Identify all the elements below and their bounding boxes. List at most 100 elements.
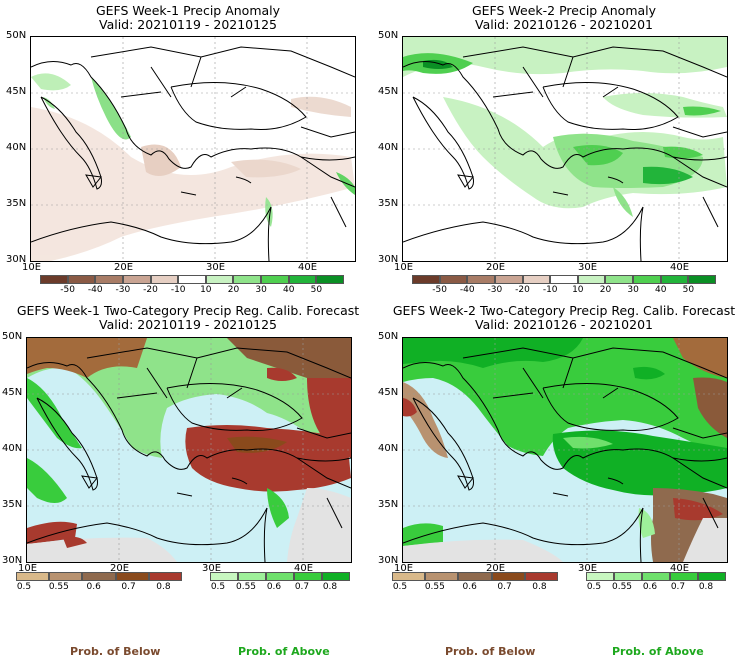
panel-valid-dates: Valid: 20210119 - 20210125 <box>98 17 277 32</box>
lat-tick: 45N <box>2 387 23 398</box>
above-colorbar: 0.5 0.55 0.6 0.7 0.8 <box>586 572 726 596</box>
panel-title: GEFS Week-2 Two-Category Precip Reg. Cal… <box>392 303 736 318</box>
colorbar-swatch <box>660 275 689 284</box>
colorbar-tick-label: -40 <box>459 285 475 295</box>
colorbar-swatch <box>49 572 83 581</box>
lat-tick: 45N <box>378 86 399 97</box>
colorbar-tick-label: 0.55 <box>424 582 445 592</box>
panel-title: GEFS Week-2 Precip Anomaly <box>471 3 657 18</box>
colorbar-tick-label: -50 <box>432 285 447 295</box>
colorbar-tick-label: 30 <box>627 285 639 295</box>
colorbar-tick-label: 30 <box>255 285 267 295</box>
colorbar-swatch <box>577 275 606 284</box>
colorbar-swatch <box>322 572 350 581</box>
colorbar-swatch <box>233 275 262 284</box>
lon-tick: 20E <box>110 563 130 574</box>
panel-title: GEFS Week-1 Two-Category Precip Reg. Cal… <box>16 303 360 318</box>
gridlines <box>403 37 727 261</box>
colorbar-tick-label: -10 <box>542 285 558 295</box>
lat-tick: 30N <box>2 555 23 566</box>
prob-below-label: Prob. of Below <box>70 645 161 658</box>
below-colorbar: 0.5 0.55 0.6 0.7 0.8 <box>392 572 558 596</box>
colorbar-swatch <box>178 275 206 284</box>
lon-tick: 10E <box>394 563 414 574</box>
lat-tick: 50N <box>378 30 399 41</box>
lon-tick: 20E <box>486 262 506 273</box>
colorbar-swatch <box>392 572 426 581</box>
colorbar-tick-label: 0.6 <box>86 582 101 592</box>
colorbar-tick-label: 20 <box>599 285 612 295</box>
panel-valid-dates: Valid: 20210126 - 20210201 <box>474 17 653 32</box>
colorbar-swatch <box>439 275 468 284</box>
lat-tick: 35N <box>2 499 23 510</box>
colorbar-tick-label: -20 <box>515 285 530 295</box>
prob-above-label: Prob. of Above <box>612 645 704 658</box>
precip-anomaly-shading <box>403 37 727 217</box>
colorbar-tick-label: 0.7 <box>670 582 686 592</box>
panel-week2-two-category: GEFS Week-2 Two-Category Precip Reg. Cal… <box>376 300 752 600</box>
lon-tick: 40E <box>298 262 318 273</box>
lat-tick: 40N <box>378 443 399 454</box>
colorbar-swatch <box>458 572 492 581</box>
colorbar-tick-label: -40 <box>87 285 103 295</box>
colorbar-swatch <box>288 275 317 284</box>
colorbar-tick-label: 40 <box>654 285 667 295</box>
colorbar-swatch <box>122 275 151 284</box>
colorbar-swatch <box>261 275 289 284</box>
colorbar-tick-label: 0.55 <box>48 582 69 592</box>
panel-valid-dates: Valid: 20210119 - 20210125 <box>98 317 277 332</box>
colorbar-tick-label: 0.5 <box>16 582 32 592</box>
colorbar-tick-label: -10 <box>170 285 186 295</box>
lat-tick: 50N <box>6 30 27 41</box>
anomaly-colorbar: -50 -40 -30 -20 -10 10 20 30 40 50 <box>412 275 716 297</box>
gridlines <box>27 338 351 562</box>
colorbar-swatch <box>494 275 523 284</box>
colorbar-swatch <box>698 572 726 581</box>
colorbar-swatch <box>642 572 670 581</box>
colorbar-swatch <box>150 275 179 284</box>
lat-tick: 50N <box>378 331 399 342</box>
panel-title: GEFS Week-1 Precip Anomaly <box>95 3 281 18</box>
colorbar-tick-label: -50 <box>60 285 75 295</box>
lat-tick: 35N <box>6 198 27 209</box>
colorbar-tick-label: 0.8 <box>156 582 171 592</box>
land-probability-shading <box>403 338 727 562</box>
colorbar-tick-label: 0.8 <box>698 582 714 592</box>
above-colorbar: 0.5 0.55 0.6 0.7 0.8 <box>210 572 350 596</box>
land-probability-shading <box>27 338 351 562</box>
anomaly-map <box>30 36 356 262</box>
colorbar-swatch <box>522 275 551 284</box>
lon-tick: 20E <box>114 262 134 273</box>
lon-tick: 40E <box>294 563 314 574</box>
colorbar-tick-label: 0.7 <box>497 582 512 592</box>
lon-tick: 40E <box>670 262 690 273</box>
colorbar-swatch <box>524 572 558 581</box>
lon-tick: 30E <box>578 262 598 273</box>
colorbar-swatch <box>412 275 440 284</box>
colorbar-tick-label: 0.7 <box>121 582 136 592</box>
gridlines <box>31 37 355 261</box>
colorbar-swatch <box>633 275 661 284</box>
lon-tick: 20E <box>486 563 506 574</box>
colorbar-tick-label: 0.6 <box>462 582 477 592</box>
colorbar-swatch <box>115 572 149 581</box>
colorbar-swatch <box>16 572 50 581</box>
colorbar-tick-label: 0.6 <box>266 582 282 592</box>
lon-tick: 30E <box>202 563 222 574</box>
coastlines-borders <box>403 46 727 261</box>
colorbar-tick-label: 0.5 <box>210 582 226 592</box>
lat-tick: 40N <box>6 142 27 153</box>
lon-tick: 10E <box>18 563 38 574</box>
lat-tick: 45N <box>6 86 27 97</box>
lat-tick: 30N <box>6 254 27 265</box>
colorbar-tick-label: 0.5 <box>586 582 602 592</box>
colorbar-tick-label: 50 <box>310 285 323 295</box>
prob-below-label: Prob. of Below <box>445 645 536 658</box>
colorbar-tick-label: 0.55 <box>235 582 257 592</box>
lat-tick: 35N <box>378 499 399 510</box>
coastlines-borders <box>403 347 727 562</box>
probability-map <box>402 337 728 563</box>
colorbar-tick-label: 20 <box>227 285 240 295</box>
panel-valid-dates: Valid: 20210126 - 20210201 <box>474 317 653 332</box>
colorbar-tick-label: 0.55 <box>611 582 633 592</box>
